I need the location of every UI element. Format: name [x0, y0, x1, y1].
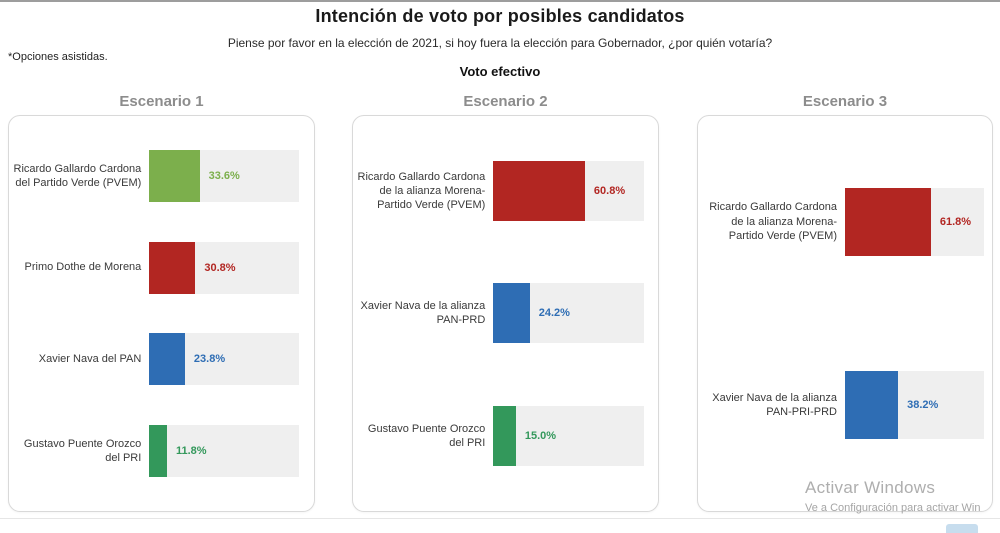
value-label: 11.8%: [175, 445, 207, 458]
activate-windows-watermark: Activar Windows Ve a Configuración para …: [805, 478, 1000, 514]
bar-track-area: 24.2%: [493, 283, 658, 344]
bar-track: 38.2%: [845, 371, 984, 440]
bar-row: Xavier Nava del PAN 23.8%: [9, 333, 314, 386]
bar-row: Xavier Nava de la alianza PAN-PRI-PRD 38…: [698, 371, 992, 440]
watermark-title: Activar Windows: [805, 478, 936, 497]
bar: [493, 161, 585, 222]
bar-track-area: 61.8%: [845, 187, 992, 256]
bar-track-area: 38.2%: [845, 371, 992, 440]
scenario-1-panel: Ricardo Gallardo Cardona del Partido Ver…: [8, 115, 315, 512]
bar: [493, 283, 530, 344]
bar-track-area: 30.8%: [149, 241, 314, 294]
survey-question: Piense por favor en la elección de 2021,…: [227, 36, 773, 50]
bar-track-area: 60.8%: [493, 161, 658, 222]
assisted-options-note: *Opciones asistidas.: [8, 51, 108, 63]
candidate-label: Gustavo Puente Orozco del PRI: [367, 422, 486, 449]
cut-off-taskbar-icon: [946, 524, 978, 533]
candidate-label: Xavier Nava de la alianza PAN-PRD: [360, 300, 486, 327]
bar-track: 11.8%: [149, 425, 299, 478]
bar: [493, 405, 516, 466]
bar-track-area: 15.0%: [493, 405, 658, 466]
value-label: 24.2%: [538, 307, 570, 320]
candidate-label: Ricardo Gallardo Cardona de la alianza M…: [357, 170, 486, 212]
bar: [149, 241, 196, 294]
bottom-divider: [0, 518, 1000, 519]
value-label: 38.2%: [907, 399, 939, 412]
bar: [845, 187, 931, 256]
scenario-3-panel: Ricardo Gallardo Cardona de la alianza M…: [697, 115, 993, 512]
bar-row: Primo Dothe de Morena 30.8%: [9, 241, 314, 294]
bar-track: 24.2%: [493, 283, 644, 344]
scenario-1-title: Escenario 1: [119, 93, 204, 110]
candidate-label: Ricardo Gallardo Cardona del Partido Ver…: [13, 162, 142, 189]
bar-row: Gustavo Puente Orozco del PRI 11.8%: [9, 425, 314, 478]
scenario-2-panel: Ricardo Gallardo Cardona de la alianza M…: [352, 115, 659, 512]
bar-track: 33.6%: [149, 149, 299, 202]
bar-track: 60.8%: [493, 161, 644, 222]
value-label: 61.8%: [939, 215, 972, 228]
bar-row: Ricardo Gallardo Cardona de la alianza M…: [698, 187, 992, 256]
scenario-3-title: Escenario 3: [802, 93, 888, 110]
bar-track: 15.0%: [493, 405, 644, 466]
value-label: 33.6%: [208, 169, 240, 182]
bar-track: 61.8%: [845, 187, 984, 256]
bar: [149, 149, 200, 202]
value-label: 60.8%: [593, 185, 626, 198]
bar-track-area: 23.8%: [149, 333, 314, 386]
section-label: Voto efectivo: [459, 64, 541, 79]
bar-row: Ricardo Gallardo Cardona del Partido Ver…: [9, 149, 314, 202]
value-label: 23.8%: [193, 353, 226, 366]
bar-track: 30.8%: [149, 241, 299, 294]
top-divider: [0, 0, 1000, 2]
candidate-label: Gustavo Puente Orozco del PRI: [23, 437, 142, 465]
bar-track-area: 33.6%: [149, 149, 314, 202]
page-title: Intención de voto por posibles candidato…: [315, 6, 685, 26]
candidate-label: Xavier Nava de la alianza PAN-PRI-PRD: [712, 391, 837, 419]
watermark-subtitle: Ve a Configuración para activar Win: [805, 502, 981, 514]
value-label: 15.0%: [524, 429, 557, 442]
candidate-label: Ricardo Gallardo Cardona de la alianza M…: [709, 201, 837, 242]
bar: [149, 333, 185, 386]
bar-track-area: 11.8%: [149, 425, 314, 478]
bar-row: Gustavo Puente Orozco del PRI 15.0%: [353, 405, 658, 466]
bar-track: 23.8%: [149, 333, 299, 386]
bar-row: Ricardo Gallardo Cardona de la alianza M…: [353, 161, 658, 222]
bar: [845, 371, 899, 440]
bar: [149, 425, 167, 478]
value-label: 30.8%: [204, 261, 236, 274]
scenario-2-title: Escenario 2: [463, 93, 548, 110]
candidate-label: Primo Dothe de Morena: [24, 261, 142, 274]
candidate-label: Xavier Nava del PAN: [38, 353, 142, 366]
bar-row: Xavier Nava de la alianza PAN-PRD 24.2%: [353, 283, 658, 344]
